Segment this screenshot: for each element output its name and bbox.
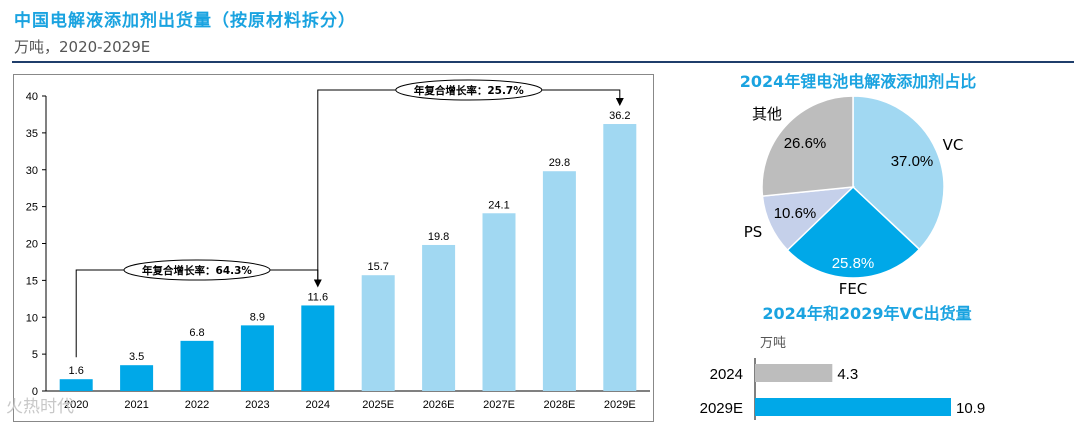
- pie-percent-label: 26.6%: [784, 135, 827, 152]
- x-tick-label: 2029E: [604, 399, 636, 411]
- additive-share-pie-chart: 2024年锂电池电解液添加剂占比 37.0% VC 25.8% FEC 10.6% PS 2…: [740, 72, 977, 298]
- y-tick-label: 35: [26, 128, 38, 140]
- bar-value-label: 36.2: [609, 110, 630, 122]
- bar-chart-panel: [13, 74, 654, 422]
- page-subtitle: 万吨，2020-2029E: [14, 38, 151, 56]
- pie-category-label: FEC: [839, 280, 868, 298]
- y-tick-label: 5: [32, 349, 38, 361]
- pie-slice-VC: [852, 95, 945, 251]
- bar-value-label: 29.8: [549, 157, 570, 169]
- bar-value-label: 11.6: [308, 291, 329, 303]
- x-tick-label: 2027E: [483, 399, 515, 411]
- pie-slice-FEC: [786, 185, 921, 279]
- hbar-2029E: [755, 398, 951, 416]
- vc-shipment-bar-chart: 2024年和2029年VC出货量 万吨 2024 4.3 2029E 10.9: [700, 304, 985, 420]
- x-tick-label: 2021: [124, 399, 148, 411]
- pie-slice-其他: [761, 95, 854, 197]
- y-tick-label: 15: [26, 275, 38, 287]
- pie-category-label: VC: [943, 136, 964, 154]
- hbar-unit: 万吨: [760, 336, 786, 351]
- y-tick-label: 20: [26, 239, 38, 251]
- bar-2023: [240, 325, 274, 391]
- pie-title: 2024年锂电池电解液添加剂占比: [740, 72, 977, 91]
- bar-value-label: 24.1: [488, 199, 509, 211]
- hbar-category-label: 2029E: [700, 400, 743, 417]
- bar-2029E: [603, 124, 637, 392]
- bar-2022: [180, 340, 214, 391]
- cagr-ellipse: [395, 79, 543, 101]
- watermark: 火热时代: [6, 397, 74, 417]
- x-tick-label: 2023: [245, 399, 269, 411]
- bar-value-label: 19.8: [428, 231, 449, 243]
- hbar-title: 2024年和2029年VC出货量: [762, 304, 971, 323]
- bar-2020: [59, 379, 93, 391]
- pie-percent-label: 25.8%: [832, 255, 875, 272]
- hbar-2024: [755, 364, 833, 382]
- cagr-label: 年复合增长率：25.7%: [414, 84, 524, 97]
- y-tick-label: 25: [26, 202, 38, 214]
- pie-category-label: 其他: [752, 105, 782, 123]
- bar-2027E: [482, 213, 516, 391]
- x-tick-label: 2024: [306, 399, 330, 411]
- bar-value-label: 1.6: [69, 365, 84, 377]
- hbar-value-label: 4.3: [837, 366, 858, 383]
- bar-value-label: 8.9: [250, 311, 265, 323]
- bar-2021: [120, 365, 154, 391]
- x-tick-label: 2022: [185, 399, 209, 411]
- y-tick-label: 30: [26, 165, 38, 177]
- hbar-value-label: 10.9: [956, 400, 985, 417]
- pie-percent-label: 37.0%: [891, 153, 934, 170]
- y-tick-label: 40: [26, 91, 38, 103]
- cagr-label: 年复合增长率：64.3%: [142, 264, 252, 277]
- y-tick-label: 10: [26, 312, 38, 324]
- page-title: 中国电解液添加剂出货量（按原材料拆分）: [14, 11, 356, 31]
- x-tick-label: 2026E: [423, 399, 455, 411]
- bar-2028E: [542, 171, 576, 391]
- y-tick-label: 0: [32, 386, 38, 398]
- pie-category-label: PS: [744, 223, 763, 241]
- hbar-category-label: 2024: [710, 366, 743, 383]
- bar-value-label: 3.5: [129, 351, 144, 363]
- bar-value-label: 6.8: [189, 327, 204, 339]
- header-divider: [12, 61, 1074, 63]
- pie-percent-label: 10.6%: [774, 205, 817, 222]
- bar-2026E: [422, 244, 456, 391]
- x-tick-label: 2025E: [362, 399, 394, 411]
- bar-2024: [301, 305, 335, 391]
- bar-2025E: [361, 275, 395, 391]
- x-tick-label: 2020: [64, 399, 88, 411]
- shipment-bar-chart: 0 5 10 15 20 25 30 35 40 1.6 2020 3.5 2021 6.8 2022 8.9…: [26, 79, 650, 411]
- cagr-ellipse: [123, 259, 271, 281]
- bar-value-label: 15.7: [367, 261, 388, 273]
- x-tick-label: 2028E: [543, 399, 575, 411]
